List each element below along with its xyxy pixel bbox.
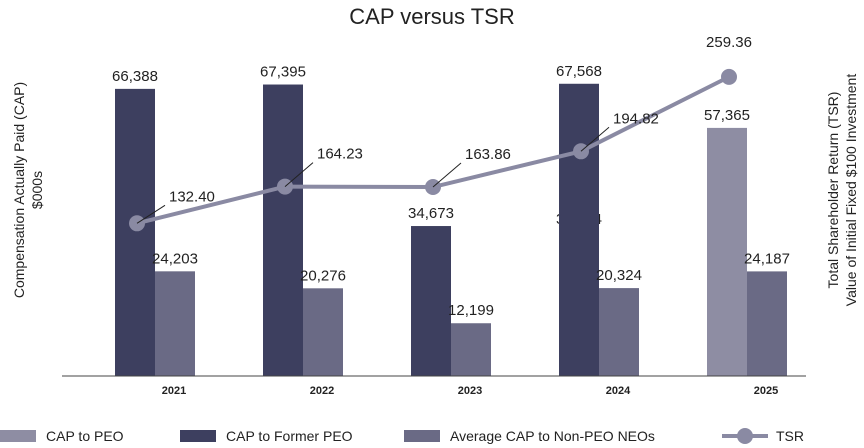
legend-label-average-cap-to-non-peo-neos: Average CAP to Non-PEO NEOs (450, 428, 655, 444)
data-label-cap-to-peo-2025: 57,365 (704, 107, 750, 124)
x-tick-2021: 2021 (162, 385, 186, 397)
data-label-average-cap-to-non-peo-neos-2021: 24,203 (152, 250, 198, 267)
data-label-cap-to-former-peo-2023: 34,673 (408, 205, 454, 222)
tsr-line (136, 75, 730, 226)
tsr-leader-2023 (432, 162, 462, 188)
bar-cap-to-former-peo-2023 (411, 226, 451, 376)
x-tick-2023: 2023 (458, 385, 482, 397)
data-label-average-cap-to-non-peo-neos-2022: 20,276 (300, 267, 346, 284)
tsr-label-2024: 194.82 (613, 110, 659, 127)
tsr-leader-2021 (136, 204, 166, 224)
legend-label-tsr: TSR (776, 428, 804, 444)
data-label-average-cap-to-non-peo-neos-2024: 20,324 (596, 267, 642, 284)
tsr-label-2023: 163.86 (465, 146, 511, 163)
data-label-cap-to-former-peo-2021: 66,388 (112, 68, 158, 85)
tsr-line-group: 132.40 164.23 163.86 194.82 259.36 (129, 34, 752, 232)
tsr-label-2021: 132.40 (169, 188, 215, 205)
x-tick-2025: 2025 (754, 385, 778, 397)
bar-average-cap-to-non-peo-neos-2023 (451, 323, 491, 376)
bar-average-cap-to-non-peo-neos-2021 (155, 271, 195, 376)
bars-group: 66,38824,20367,39520,27634,67312,19933,3… (112, 63, 790, 377)
legend-swatch-average-cap-to-non-peo-neos (404, 430, 440, 442)
tsr-leader-2024 (580, 126, 610, 152)
bar-cap-to-former-peo-2021 (115, 88, 155, 377)
legend-swatch-cap-to-peo (0, 430, 36, 442)
legend: CAP to PEO CAP to Former PEO Average CAP t… (0, 428, 804, 444)
left-axis-label-line-1: Compensation Actually Paid (CAP) (11, 82, 27, 298)
bar-average-cap-to-non-peo-neos-2025 (747, 271, 787, 376)
x-tick-2024: 2024 (606, 385, 631, 397)
x-tick-2022: 2022 (310, 385, 334, 397)
legend-marker-tsr (737, 428, 753, 444)
left-axis-label-line-2: $000s (29, 171, 45, 209)
data-label-average-cap-to-non-peo-neos-2025: 24,187 (744, 250, 790, 267)
x-tick-labels: 2021 2022 2023 2024 2025 (162, 385, 778, 397)
right-axis-label-line-2: Value of Initial Fixed $100 Investment (843, 74, 859, 307)
data-label-average-cap-to-non-peo-neos-2023: 12,199 (448, 302, 494, 319)
tsr-leader-2022 (284, 162, 314, 187)
bar-cap-to-former-peo-2022 (263, 84, 303, 376)
bar-average-cap-to-non-peo-neos-2022 (303, 288, 343, 376)
tsr-point-2025 (721, 68, 737, 85)
tsr-label-2025: 259.36 (706, 34, 752, 51)
legend-label-cap-to-former-peo: CAP to Former PEO (226, 428, 353, 444)
legend-swatch-cap-to-former-peo (180, 430, 216, 442)
bar-average-cap-to-non-peo-neos-2024 (599, 288, 639, 376)
legend-label-cap-to-peo: CAP to PEO (46, 428, 124, 444)
bar-cap-to-peo-2025 (707, 127, 747, 376)
bar-cap-to-former-peo-2024 (559, 83, 599, 376)
right-axis-label-line-1: Total Shareholder Return (TSR) (825, 92, 841, 289)
data-label-cap-to-former-peo-2024: 67,568 (556, 63, 602, 80)
tsr-label-2022: 164.23 (317, 146, 363, 163)
data-label-cap-to-former-peo-2022: 67,395 (260, 64, 306, 81)
chart-title: CAP versus TSR (349, 4, 514, 29)
